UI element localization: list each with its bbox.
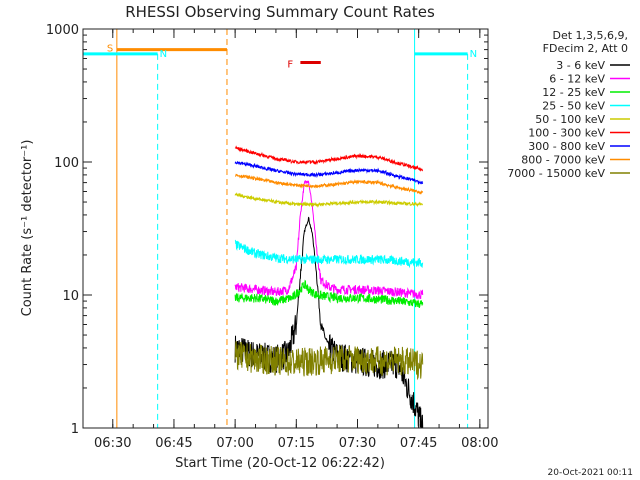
legend-header: FDecim 2, Att 0: [543, 42, 628, 55]
legend-entry-label: 6 - 12 keV: [549, 73, 605, 86]
legend-entry-label: 100 - 300 keV: [528, 127, 605, 140]
x-tick-label: 07:30: [339, 436, 376, 451]
x-tick-label: 07:45: [400, 436, 437, 451]
interval-marker-s: S: [107, 29, 228, 428]
interval-label: F: [287, 59, 293, 70]
interval-marker-n: N: [414, 29, 477, 428]
interval-label: N: [470, 49, 477, 60]
legend-entry-label: 50 - 100 keV: [535, 113, 605, 126]
legend-entry-label: 800 - 7000 keV: [521, 154, 605, 167]
series-line: [234, 173, 424, 195]
x-tick-label: 07:15: [278, 436, 315, 451]
series-line: [234, 160, 424, 185]
series-line: [234, 216, 424, 429]
legend-entry-label: 25 - 50 keV: [542, 100, 605, 113]
legend-entry-label: 3 - 6 keV: [556, 59, 605, 72]
legend-entry-label: 12 - 25 keV: [542, 86, 605, 99]
series-line: [234, 192, 423, 208]
interval-label: S: [107, 44, 113, 55]
legend: Det 1,3,5,6,9,FDecim 2, Att 0 3 - 6 keV6 …: [507, 29, 630, 180]
y-tick-label: 100: [54, 156, 79, 171]
y-tick-label: 1000: [46, 23, 79, 38]
series-group: [234, 145, 424, 429]
interval-marker-n: N: [82, 29, 167, 428]
x-tick-label: 06:30: [94, 436, 131, 451]
series-line: [234, 145, 424, 172]
y-axis-label: Count Rate (s⁻¹ detector⁻¹): [20, 140, 35, 317]
legend-header: Det 1,3,5,6,9,: [552, 29, 628, 42]
series-line: [234, 279, 424, 308]
x-axis-ticks: 06:30 06:45 07:00 07:15 07:30 07:45 08:00: [94, 29, 499, 451]
plot-border: [82, 28, 489, 429]
legend-entry-label: 7000 - 15000 keV: [507, 167, 605, 180]
interval-marker-f: F: [287, 59, 321, 70]
series-line: [234, 341, 424, 381]
y-axis-ticks: 1 10 100 1000: [46, 23, 488, 437]
series-line: [234, 180, 424, 300]
plot-frame: [82, 28, 489, 429]
series-line: [234, 239, 424, 269]
interval-label: N: [160, 49, 167, 60]
footer-timestamp: 20-Oct-2021 00:11: [548, 468, 633, 478]
chart-title: RHESSI Observing Summary Count Rates: [125, 3, 435, 21]
x-tick-label: 08:00: [461, 436, 498, 451]
x-tick-label: 07:00: [216, 436, 253, 451]
x-axis-label: Start Time (20-Oct-12 06:22:42): [175, 456, 385, 471]
y-tick-label: 1: [71, 422, 79, 437]
y-tick-label: 10: [62, 289, 79, 304]
x-tick-label: 06:45: [155, 436, 192, 451]
legend-entry-label: 300 - 800 keV: [528, 140, 605, 153]
